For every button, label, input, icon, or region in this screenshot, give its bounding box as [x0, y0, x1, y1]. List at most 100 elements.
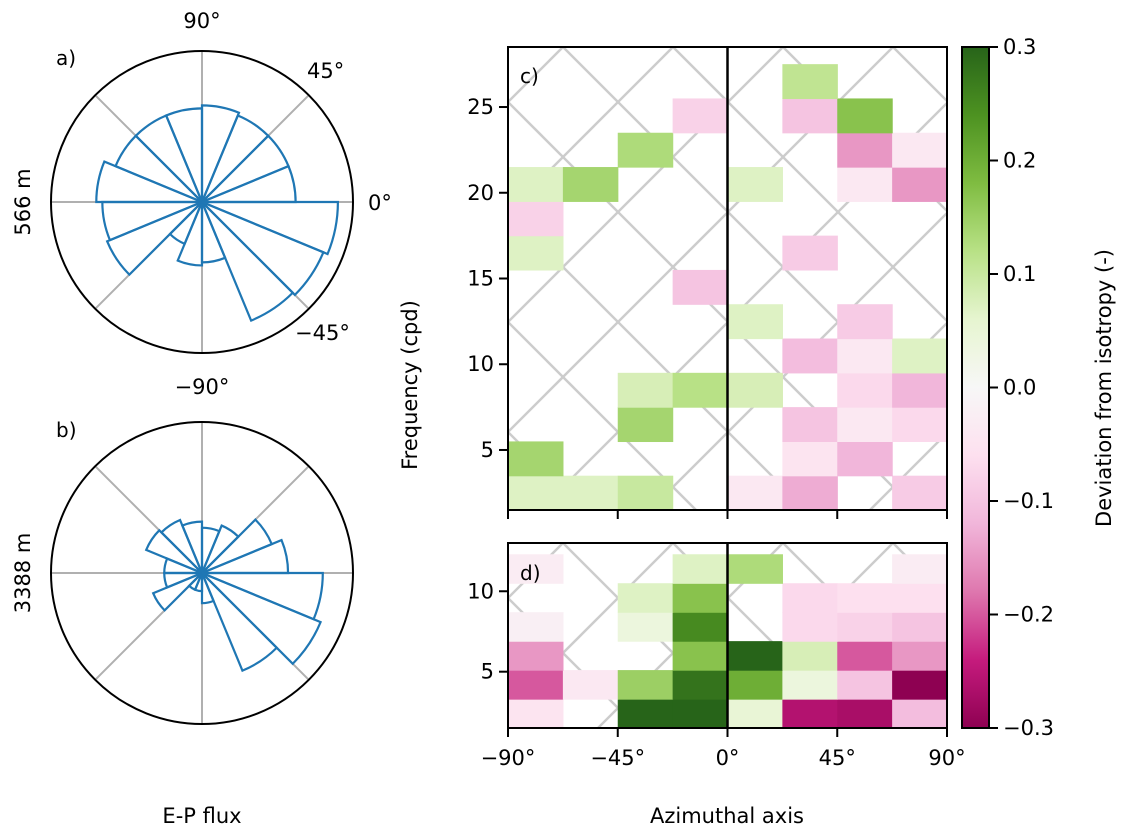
heatmap-cell — [562, 670, 619, 700]
heatmap-cell — [837, 304, 893, 340]
ylabel-b: 3388 m — [11, 533, 35, 614]
heatmap-xlabel: Azimuthal axis — [650, 804, 804, 828]
hatch-line — [672, 47, 947, 323]
ytick-label: 10 — [467, 579, 494, 603]
xtick-label: 0° — [716, 746, 740, 770]
hatch-line — [13, 543, 198, 728]
rose-bar — [95, 160, 203, 204]
heatmap-cell — [892, 167, 947, 202]
hatch-line — [508, 430, 587, 510]
hatch-line — [0, 47, 343, 510]
heatmap-cell — [837, 98, 893, 134]
panel-label-c: c) — [520, 64, 539, 88]
heatmap-cell — [782, 441, 838, 477]
heatmap-cell — [617, 699, 674, 728]
heatmap-cell — [892, 670, 947, 700]
hatch-line — [539, 101, 947, 510]
rose-bars-a — [95, 104, 340, 323]
heatmap-panel-c: 5 10 15 20 25 c) Frequency (cpd) — [0, 46, 948, 519]
heatmap-cell — [837, 699, 893, 728]
ylabel-c: Frequency (cpd) — [398, 300, 422, 470]
heatmap-panel-d: −90° −45° 0° 45° 90° 5 10 d) — [13, 542, 1123, 770]
panel-label-b: b) — [56, 418, 77, 442]
colorbar-tick-label: −0.2 — [1003, 603, 1054, 627]
heatmap-cell — [508, 641, 564, 671]
heatmap-cell — [727, 554, 783, 584]
colorbar-tick-label: −0.3 — [1003, 716, 1054, 740]
polar-xlabel: E-P flux — [162, 804, 241, 828]
angle-label-45: 45° — [307, 59, 344, 83]
heatmap-cell — [672, 98, 729, 134]
heatmap-cell — [892, 338, 947, 374]
ytick-label: 10 — [467, 352, 494, 376]
panel-label-d: d) — [520, 561, 541, 585]
hatch-line — [0, 47, 36, 510]
heatmap-cell — [672, 372, 729, 408]
hatch-line — [1038, 543, 1123, 728]
heatmap-cell — [837, 583, 893, 613]
colorbar-tick-label: −0.1 — [1003, 489, 1054, 513]
polar-frame-b — [50, 421, 354, 725]
hatch-line — [0, 47, 13, 510]
heatmap-cell — [617, 670, 674, 700]
heatmap-cell — [892, 612, 947, 642]
hatch-line — [233, 543, 418, 728]
heatmap-cell — [892, 407, 947, 443]
polar-frame-a — [50, 50, 354, 354]
heatmap-cell — [892, 641, 947, 671]
rose-bar — [151, 571, 203, 612]
heatmap-cell — [782, 583, 838, 613]
heatmap-cell — [508, 167, 564, 202]
xtick-label: 45° — [819, 746, 856, 770]
colorbar-tick-label: 0.3 — [1003, 35, 1036, 59]
rose-bar — [176, 201, 204, 267]
heatmap-cell — [672, 641, 729, 671]
hatch-line — [927, 707, 947, 728]
heatmap-cell — [508, 554, 564, 584]
heatmap-cell — [892, 132, 947, 168]
colorbar-label: Deviation from isotropy (-) — [1092, 249, 1116, 527]
heatmap-cell — [837, 167, 893, 202]
heatmap-cell — [508, 670, 564, 700]
heatmap-cell — [617, 475, 674, 510]
heatmap-cells-d — [508, 554, 947, 728]
colorbar-tick-label: 0.1 — [1003, 262, 1036, 286]
rose-bar — [201, 518, 274, 575]
heatmap-cell — [782, 407, 838, 443]
heatmap-cell — [672, 583, 729, 613]
rose-bar — [200, 104, 241, 203]
angle-label-90: 90° — [183, 9, 220, 33]
heatmap-cell — [727, 641, 783, 671]
heatmap-cell — [508, 441, 564, 477]
colorbar-tick-label: 0.2 — [1003, 149, 1036, 173]
hatch-pattern-c — [0, 47, 947, 510]
hatch-line — [268, 543, 453, 728]
heatmap-cell — [892, 554, 947, 584]
heatmap-cell — [837, 670, 893, 700]
heatmap-cell — [782, 641, 838, 671]
heatmap-cell — [672, 612, 729, 642]
heatmap-cell — [562, 167, 619, 202]
heatmap-cell — [837, 372, 893, 408]
heatmap-cell — [782, 475, 838, 510]
heatmap-cell — [837, 641, 893, 671]
colorbar-bar — [961, 46, 990, 729]
heatmap-cell — [837, 612, 893, 642]
rose-bar — [201, 571, 323, 666]
hatch-line — [508, 47, 674, 214]
heatmap-cell — [727, 699, 783, 728]
hatch-line — [123, 543, 308, 728]
heatmap-cell — [892, 699, 947, 728]
xtick-label: −45° — [590, 746, 645, 770]
ytick-label: 15 — [467, 267, 494, 291]
rose-bars-b — [144, 518, 324, 673]
heatmap-cell — [727, 372, 783, 408]
rose-bar — [200, 524, 240, 574]
heatmap-cell — [837, 441, 893, 477]
rose-bar — [201, 200, 340, 256]
heatmap-cell — [727, 475, 783, 510]
heatmap-cell — [782, 670, 838, 700]
colorbar-tick-label: 0.0 — [1003, 376, 1036, 400]
colorbar: −0.3 −0.2 −0.1 0.0 0.1 0.2 0.3 Deviation from … — [961, 35, 1116, 740]
heatmap-cell — [617, 407, 674, 443]
